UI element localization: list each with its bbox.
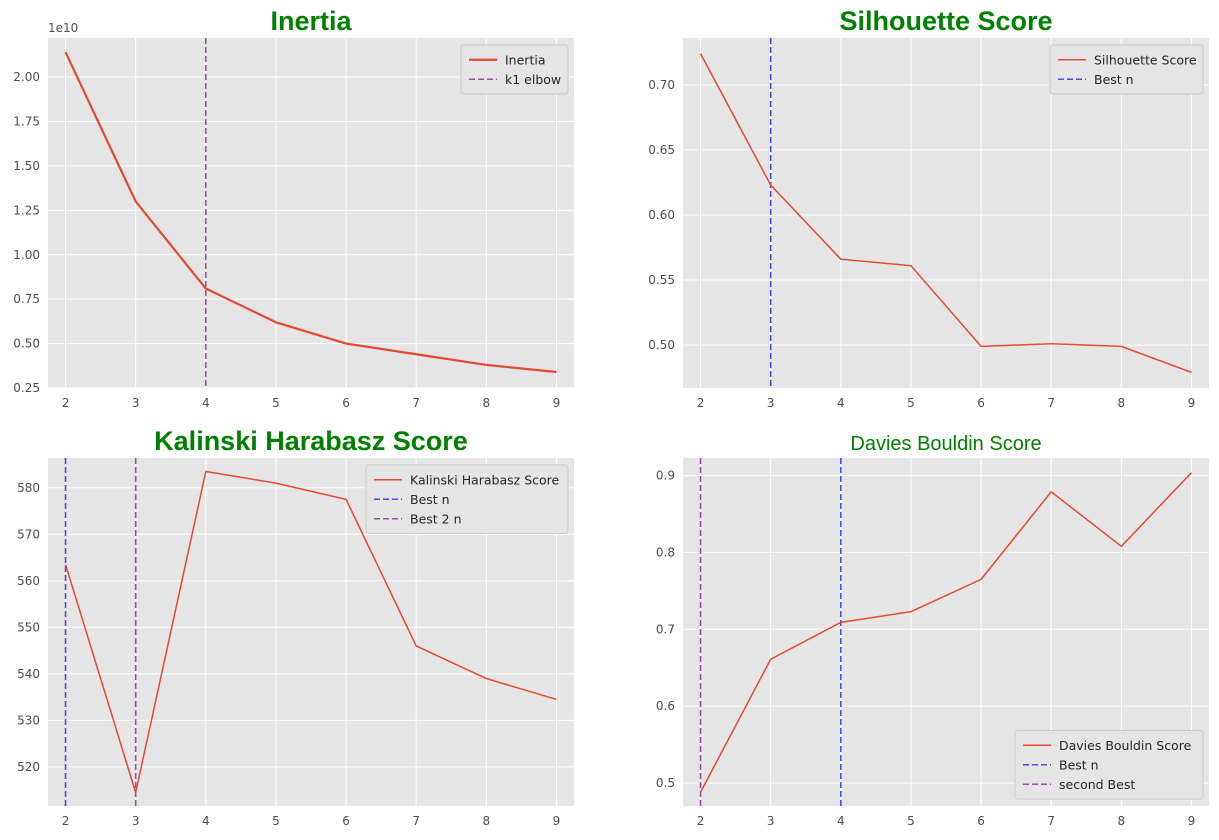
x-tick-label: 7	[412, 814, 420, 828]
y-tick-label: 540	[17, 667, 40, 681]
chart-panel-4: 2 3 4 5 6 7 8 9 0.5 0.6 0.7 0.8 0.9 Davies Bouldin Sc…	[656, 433, 1209, 828]
y-tick-label: 0.6	[656, 699, 675, 713]
chart-title: Kalinski Harabasz Score	[154, 426, 468, 456]
legend-label: Silhouette Score	[1094, 52, 1197, 67]
x-tick-label: 9	[1188, 814, 1196, 828]
x-tick-label: 6	[977, 814, 985, 828]
x-tick-label: 5	[272, 814, 280, 828]
y-tick-label: 1.50	[13, 159, 40, 173]
chart-title: Davies Bouldin Score	[850, 433, 1041, 455]
y-tick-label: 0.65	[648, 143, 675, 157]
legend-frame	[1049, 44, 1204, 95]
x-tick-label: 6	[342, 814, 350, 828]
series-line-inertia	[64, 51, 557, 374]
chart-panel-1: 2 3 4 5 6 7 8 9 0.25 0.50 0.75 1.00 1.25 1.50 1.75 2.00…	[13, 6, 574, 410]
chart-title: Silhouette Score	[839, 6, 1052, 36]
x-tick-label: 9	[553, 814, 561, 828]
x-tick-label: 6	[977, 396, 985, 410]
legend-label: Davies Bouldin Score	[1059, 738, 1192, 753]
series-line-silhouette-score	[699, 53, 1192, 374]
y-tick-label: 0.8	[656, 545, 675, 559]
x-tick-label: 4	[202, 396, 210, 410]
legend-label: Best n	[1059, 757, 1099, 772]
legend: Silhouette Score Best n	[1049, 44, 1204, 95]
legend-label: Best 2 n	[410, 511, 462, 526]
x-tick-label: 5	[907, 814, 915, 828]
y-tick-label: 0.25	[13, 381, 40, 395]
x-tick-label: 7	[412, 396, 420, 410]
chart-panel-2: 2 3 4 5 6 7 8 9 0.50 0.55 0.60 0.65 0.70 Silhouette S…	[648, 6, 1209, 410]
legend-label: second Best	[1059, 777, 1135, 792]
x-tick-label: 2	[62, 396, 70, 410]
x-tick-label: 9	[1188, 396, 1196, 410]
x-tick-label: 7	[1047, 814, 1055, 828]
y-tick-label: 530	[17, 713, 40, 727]
legend-label: Best n	[1094, 72, 1134, 87]
series-line-davies-bouldin-score	[699, 472, 1193, 793]
series-line-kalinski-harabasz-score	[64, 470, 557, 794]
y-tick-label: 520	[17, 760, 40, 774]
legend-label: k1 elbow	[505, 72, 561, 87]
legend-label: Inertia	[505, 52, 545, 67]
y-tick-label: 550	[17, 620, 40, 634]
y-tick-label: 0.9	[656, 469, 675, 483]
legend-frame	[365, 464, 569, 534]
x-tick-label: 4	[202, 814, 210, 828]
legend-frame	[460, 44, 569, 95]
y-tick-label: 0.70	[648, 78, 675, 92]
y-tick-label: 0.55	[648, 273, 675, 287]
x-tick-label: 9	[553, 396, 561, 410]
y-tick-label: 1.25	[13, 203, 40, 217]
legend-frame	[1014, 730, 1204, 800]
x-tick-label: 8	[483, 814, 491, 828]
legend: Inertia k1 elbow	[460, 44, 569, 95]
x-tick-label: 4	[837, 396, 845, 410]
legend: Davies Bouldin Score Best n second Best	[1014, 730, 1204, 800]
x-tick-label: 3	[132, 814, 140, 828]
y-tick-label: 570	[17, 527, 40, 541]
y-tick-label: 0.7	[656, 622, 675, 636]
y-tick-label: 0.5	[656, 776, 675, 790]
x-tick-label: 3	[767, 396, 775, 410]
x-tick-label: 7	[1047, 396, 1055, 410]
x-tick-label: 8	[1118, 814, 1126, 828]
y-offset-label: 1e10	[48, 21, 78, 35]
y-tick-label: 0.75	[13, 292, 40, 306]
y-tick-label: 0.50	[13, 337, 40, 351]
x-tick-label: 3	[132, 396, 140, 410]
y-tick-label: 560	[17, 574, 40, 588]
x-tick-label: 5	[272, 396, 280, 410]
x-tick-label: 8	[1118, 396, 1126, 410]
x-tick-label: 2	[697, 814, 705, 828]
chart-title: Inertia	[270, 6, 352, 36]
x-tick-label: 6	[342, 396, 350, 410]
y-tick-label: 0.50	[648, 338, 675, 352]
y-tick-label: 0.60	[648, 208, 675, 222]
x-tick-label: 8	[483, 396, 491, 410]
legend-label: Kalinski Harabasz Score	[410, 472, 560, 487]
x-tick-label: 2	[62, 814, 70, 828]
x-tick-label: 4	[837, 814, 845, 828]
legend: Kalinski Harabasz Score Best n Best 2 n	[365, 464, 569, 534]
legend-label: Best n	[410, 492, 450, 507]
y-tick-label: 1.00	[13, 248, 40, 262]
y-tick-label: 1.75	[13, 115, 40, 129]
x-tick-label: 5	[907, 396, 915, 410]
x-tick-label: 2	[697, 396, 705, 410]
y-tick-label: 580	[17, 481, 40, 495]
x-tick-label: 3	[767, 814, 775, 828]
y-tick-label: 2.00	[13, 70, 40, 84]
chart-panel-3: 2 3 4 5 6 7 8 9 520 530 540 550 560 570 580 Kalinski Ha…	[17, 426, 574, 828]
